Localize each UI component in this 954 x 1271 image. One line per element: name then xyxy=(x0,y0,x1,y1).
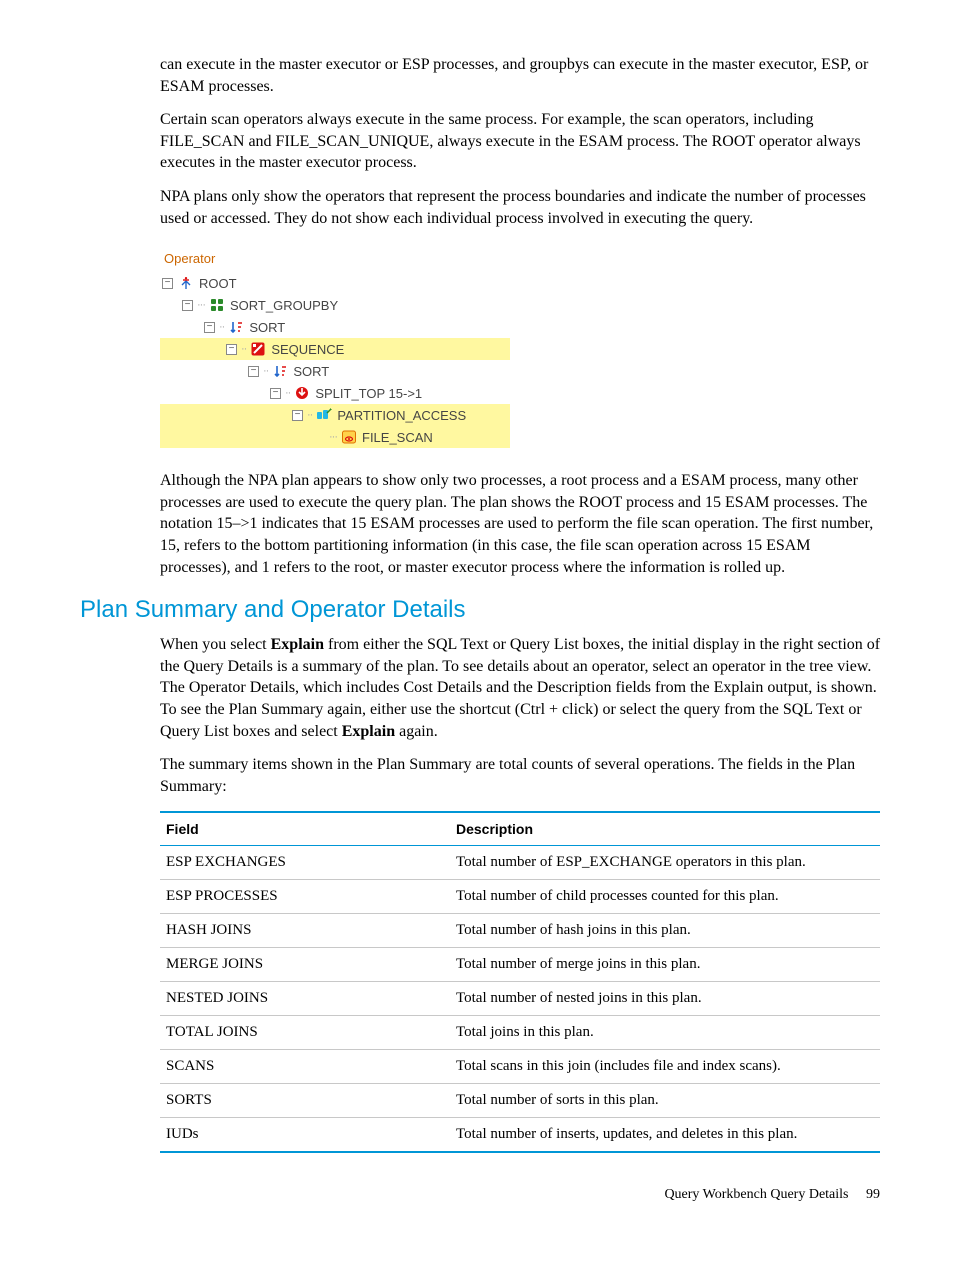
text-run: When you select xyxy=(160,636,271,653)
table-cell-description: Total number of inserts, updates, and de… xyxy=(450,1118,880,1153)
split-top-icon xyxy=(293,385,311,401)
leaf-spacer xyxy=(314,432,325,443)
footer-title: Query Workbench Query Details xyxy=(664,1187,848,1202)
tree-connector: ·· xyxy=(285,387,290,399)
tree-node-label: PARTITION_ACCESS xyxy=(337,408,466,423)
tree-node-label: SORT xyxy=(293,364,329,379)
tree-node-label: FILE_SCAN xyxy=(362,430,433,445)
table-row: NESTED JOINSTotal number of nested joins… xyxy=(160,982,880,1016)
paragraph: The summary items shown in the Plan Summ… xyxy=(160,754,884,797)
table-cell-field: TOTAL JOINS xyxy=(160,1016,450,1050)
sort-icon xyxy=(271,363,289,379)
table-row: SCANSTotal scans in this join (includes … xyxy=(160,1050,880,1084)
table-cell-field: IUDs xyxy=(160,1118,450,1153)
file-scan-icon xyxy=(340,429,358,445)
tree-connector: ··· xyxy=(197,299,205,311)
table-cell-description: Total joins in this plan. xyxy=(450,1016,880,1050)
table-header-field: Field xyxy=(160,812,450,846)
table-cell-field: MERGE JOINS xyxy=(160,948,450,982)
paragraph: When you select Explain from either the … xyxy=(160,634,884,742)
table-cell-description: Total number of hash joins in this plan. xyxy=(450,914,880,948)
tree-node-label: SORT xyxy=(249,320,285,335)
table-cell-field: SORTS xyxy=(160,1084,450,1118)
tree-node-label: SORT_GROUPBY xyxy=(230,298,338,313)
table-cell-description: Total scans in this join (includes file … xyxy=(450,1050,880,1084)
collapse-icon[interactable]: − xyxy=(204,322,215,333)
tree-connector: ·· xyxy=(307,409,312,421)
table-cell-field: NESTED JOINS xyxy=(160,982,450,1016)
collapse-icon[interactable]: − xyxy=(248,366,259,377)
root-icon xyxy=(177,275,195,291)
groupby-icon xyxy=(208,297,226,313)
tree-connector: ·· xyxy=(219,321,224,333)
table-row: TOTAL JOINSTotal joins in this plan. xyxy=(160,1016,880,1050)
tree-node-sort-groupby[interactable]: − ··· SORT_GROUPBY xyxy=(160,294,510,316)
bold-term: Explain xyxy=(342,723,395,740)
table-row: SORTSTotal number of sorts in this plan. xyxy=(160,1084,880,1118)
table-cell-field: HASH JOINS xyxy=(160,914,450,948)
collapse-icon[interactable]: − xyxy=(182,300,193,311)
table-cell-description: Total number of nested joins in this pla… xyxy=(450,982,880,1016)
collapse-icon[interactable]: − xyxy=(270,388,281,399)
text-run: again. xyxy=(395,723,438,740)
section-heading: Plan Summary and Operator Details xyxy=(80,596,884,624)
tree-node-split-top[interactable]: − ·· SPLIT_TOP 15->1 xyxy=(160,382,510,404)
table-cell-field: ESP PROCESSES xyxy=(160,880,450,914)
operator-tree: Operator − ROOT − ··· SORT_GROUPBY − ·· xyxy=(160,247,510,448)
table-cell-field: SCANS xyxy=(160,1050,450,1084)
table-row: ESP PROCESSESTotal number of child proce… xyxy=(160,880,880,914)
tree-node-sort[interactable]: − ·· SORT xyxy=(160,316,510,338)
page-footer: Query Workbench Query Details 99 xyxy=(80,1187,884,1203)
paragraph: can execute in the master executor or ES… xyxy=(160,54,884,97)
tree-node-label: ROOT xyxy=(199,276,237,291)
table-cell-description: Total number of sorts in this plan. xyxy=(450,1084,880,1118)
bold-term: Explain xyxy=(271,636,324,653)
table-row: IUDsTotal number of inserts, updates, an… xyxy=(160,1118,880,1153)
collapse-icon[interactable]: − xyxy=(292,410,303,421)
tree-node-label: SEQUENCE xyxy=(271,342,344,357)
page-number: 99 xyxy=(866,1187,880,1202)
tree-node-partition-access[interactable]: − ·· PARTITION_ACCESS xyxy=(160,404,510,426)
tree-node-root[interactable]: − ROOT xyxy=(160,272,510,294)
tree-node-sequence[interactable]: − ·· SEQUENCE xyxy=(160,338,510,360)
collapse-icon[interactable]: − xyxy=(162,278,173,289)
sequence-icon xyxy=(249,341,267,357)
plan-summary-table: Field Description ESP EXCHANGESTotal num… xyxy=(160,811,880,1153)
paragraph: Although the NPA plan appears to show on… xyxy=(160,470,884,578)
table-row: MERGE JOINSTotal number of merge joins i… xyxy=(160,948,880,982)
paragraph: NPA plans only show the operators that r… xyxy=(160,186,884,229)
partition-access-icon xyxy=(315,407,333,423)
table-row: HASH JOINSTotal number of hash joins in … xyxy=(160,914,880,948)
table-cell-description: Total number of ESP_EXCHANGE operators i… xyxy=(450,846,880,880)
tree-node-label: SPLIT_TOP 15->1 xyxy=(315,386,422,401)
table-cell-field: ESP EXCHANGES xyxy=(160,846,450,880)
table-cell-description: Total number of merge joins in this plan… xyxy=(450,948,880,982)
tree-column-header: Operator xyxy=(160,247,510,272)
table-cell-description: Total number of child processes counted … xyxy=(450,880,880,914)
tree-node-sort[interactable]: − ·· SORT xyxy=(160,360,510,382)
sort-icon xyxy=(227,319,245,335)
collapse-icon[interactable]: − xyxy=(226,344,237,355)
tree-connector: ·· xyxy=(263,365,268,377)
table-header-description: Description xyxy=(450,812,880,846)
tree-connector: ··· xyxy=(329,431,337,443)
paragraph: Certain scan operators always execute in… xyxy=(160,109,884,174)
tree-connector: ·· xyxy=(241,343,246,355)
table-row: ESP EXCHANGESTotal number of ESP_EXCHANG… xyxy=(160,846,880,880)
tree-node-file-scan[interactable]: ··· FILE_SCAN xyxy=(160,426,510,448)
